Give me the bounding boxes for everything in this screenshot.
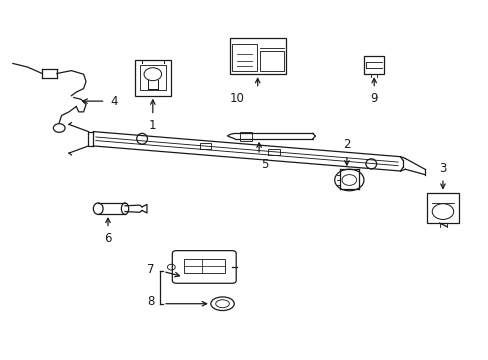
Bar bbox=[229, 39, 285, 74]
Text: 7: 7 bbox=[146, 263, 154, 276]
Bar bbox=[427, 193, 458, 223]
Text: 8: 8 bbox=[146, 296, 154, 309]
Text: 5: 5 bbox=[261, 158, 268, 171]
Bar bbox=[199, 143, 211, 149]
Text: 2: 2 bbox=[343, 138, 350, 151]
Bar bbox=[183, 259, 224, 273]
Bar bbox=[135, 60, 171, 96]
Bar bbox=[260, 51, 283, 71]
FancyBboxPatch shape bbox=[172, 251, 236, 283]
Bar bbox=[232, 44, 256, 71]
Bar bbox=[140, 65, 166, 90]
Bar bbox=[363, 55, 384, 74]
Text: 10: 10 bbox=[229, 92, 244, 105]
Bar bbox=[267, 149, 279, 155]
Text: 1: 1 bbox=[149, 119, 156, 132]
Text: 9: 9 bbox=[370, 92, 377, 105]
Text: 3: 3 bbox=[438, 162, 446, 175]
Text: 6: 6 bbox=[104, 232, 111, 245]
Text: 4: 4 bbox=[110, 95, 118, 108]
Bar bbox=[239, 132, 251, 140]
